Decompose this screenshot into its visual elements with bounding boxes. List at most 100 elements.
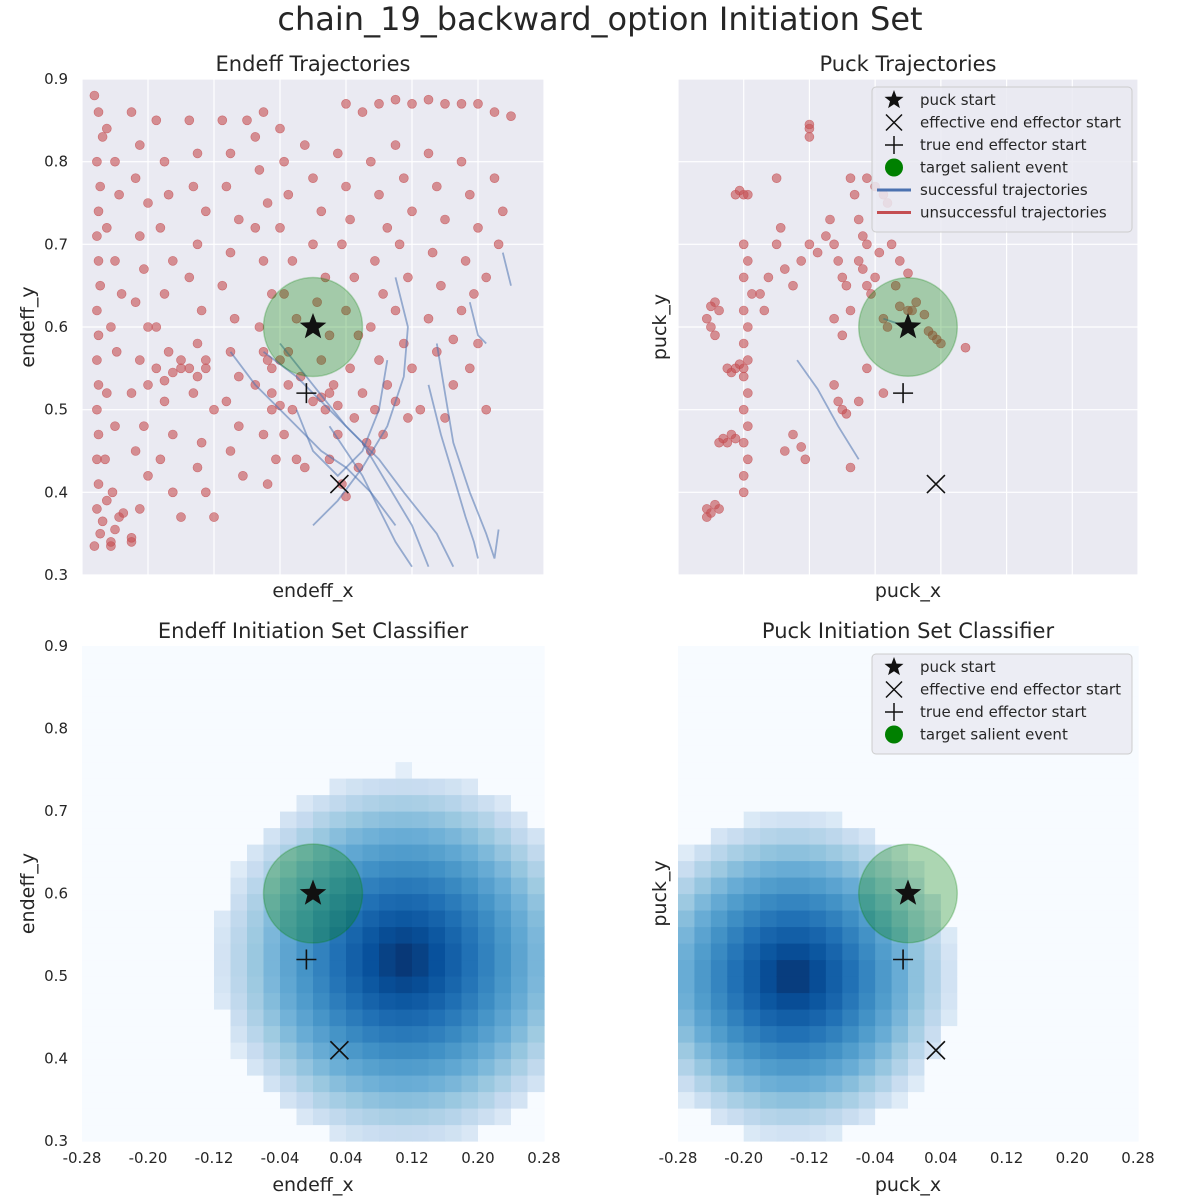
effective-end-effector-start-x (926, 474, 946, 494)
heatmap-cell (1105, 827, 1123, 845)
heatmap-cell (395, 910, 413, 928)
heatmap-cell (230, 992, 248, 1010)
heatmap-cell (511, 926, 529, 944)
unsuccessful-trajectory-point (357, 388, 368, 398)
heatmap-cell (148, 778, 166, 796)
heatmap-cell (461, 1124, 479, 1142)
heatmap-cell (678, 1091, 696, 1109)
heatmap-cell (727, 1091, 745, 1109)
unsuccessful-trajectory-point (155, 454, 166, 465)
heatmap-cell (131, 910, 149, 928)
heatmap-cell (727, 794, 745, 812)
heatmap-cell (214, 893, 232, 911)
heatmap-cell (329, 1124, 347, 1142)
unsuccessful-trajectory-point (217, 280, 228, 291)
heatmap-cell (924, 811, 942, 829)
heatmap-cell (875, 926, 893, 944)
heatmap-cell (181, 877, 199, 895)
heatmap-cell (1072, 1124, 1090, 1142)
heatmap-cell (1072, 959, 1090, 977)
heatmap-cell (98, 1075, 116, 1093)
heatmap-cell (809, 761, 827, 779)
heatmap-cell (98, 646, 116, 664)
heatmap-cell (511, 827, 529, 845)
heatmap-cell (98, 893, 116, 911)
heatmap-cell (809, 1025, 827, 1043)
heatmap-cell (710, 794, 728, 812)
heatmap-cell (428, 712, 446, 730)
unsuccessful-trajectory-point (107, 487, 118, 498)
heatmap-cell (678, 1075, 696, 1093)
heatmap-cell (842, 811, 860, 829)
unsuccessful-trajectory-point (95, 181, 105, 192)
heatmap-cell (1055, 1075, 1073, 1093)
heatmap-cell (478, 1091, 496, 1109)
heatmap-cell (197, 959, 215, 977)
heatmap-cell (809, 712, 827, 730)
heatmap-cell (379, 992, 397, 1010)
unsuccessful-trajectory-point (473, 99, 483, 109)
heatmap-cell (793, 695, 811, 713)
heatmap-cell (727, 778, 745, 796)
unsuccessful-trajectory-point (796, 442, 807, 452)
heatmap-cell (362, 910, 380, 928)
unsuccessful-trajectory-point (800, 454, 811, 465)
heatmap-cell (957, 877, 975, 895)
x-tick-label: -0.12 (790, 1149, 829, 1167)
heatmap-cell (940, 827, 958, 845)
heatmap-cell (1105, 943, 1123, 961)
heatmap-cell (1006, 1025, 1024, 1043)
heatmap-cell (973, 794, 991, 812)
unsuccessful-trajectory-point (804, 119, 815, 130)
heatmap-cell (760, 959, 778, 977)
heatmap-cell (694, 827, 712, 845)
heatmap-cell (1088, 811, 1106, 829)
heatmap-cell (82, 761, 100, 779)
heatmap-cell (494, 1009, 512, 1027)
unsuccessful-trajectory-point (163, 346, 174, 357)
heatmap-cell (230, 926, 248, 944)
heatmap-cell (957, 992, 975, 1010)
heatmap-cell (82, 646, 100, 664)
heatmap-cell (1055, 778, 1073, 796)
heatmap-cell (760, 910, 778, 928)
axes-title: Endeff Trajectories (216, 52, 411, 76)
unsuccessful-trajectory-point (853, 256, 864, 266)
heatmap-cell (329, 679, 347, 697)
heatmap-cell (678, 827, 696, 845)
heatmap-cell (710, 1091, 728, 1109)
heatmap-cell (825, 646, 843, 664)
heatmap-cell (82, 745, 100, 763)
heatmap-cell (1023, 1058, 1041, 1076)
heatmap-cell (98, 943, 116, 961)
heatmap-cell (98, 728, 116, 746)
heatmap-cell (825, 728, 843, 746)
heatmap-cell (858, 943, 876, 961)
heatmap-cell (478, 1108, 496, 1126)
unsuccessful-trajectory-point (221, 396, 232, 407)
unsuccessful-trajectory-point (341, 181, 351, 192)
heatmap-cell (148, 1124, 166, 1142)
heatmap-cell (1006, 827, 1024, 845)
heatmap-cell (115, 1124, 133, 1142)
heatmap-cell (793, 1124, 811, 1142)
heatmap-cell (727, 1124, 745, 1142)
heatmap-cell (1055, 811, 1073, 829)
heatmap-cell (280, 1108, 298, 1126)
x-tick-label: 0.28 (527, 1149, 560, 1167)
heatmap-cell (858, 662, 876, 680)
heatmap-cell (494, 778, 512, 796)
heatmap-cell (875, 827, 893, 845)
heatmap-cell (131, 1124, 149, 1142)
heatmap-cell (181, 959, 199, 977)
heatmap-cell (924, 1025, 942, 1043)
heatmap-cell (1039, 926, 1057, 944)
legend-frame (871, 653, 1133, 755)
unsuccessful-trajectory-point (100, 454, 110, 465)
heatmap-cell (131, 761, 149, 779)
heatmap-cell (809, 794, 827, 812)
heatmap-cell (181, 827, 199, 845)
heatmap-cell (82, 1091, 100, 1109)
unsuccessful-trajectory-point (427, 247, 438, 258)
heatmap-cell (990, 1124, 1008, 1142)
